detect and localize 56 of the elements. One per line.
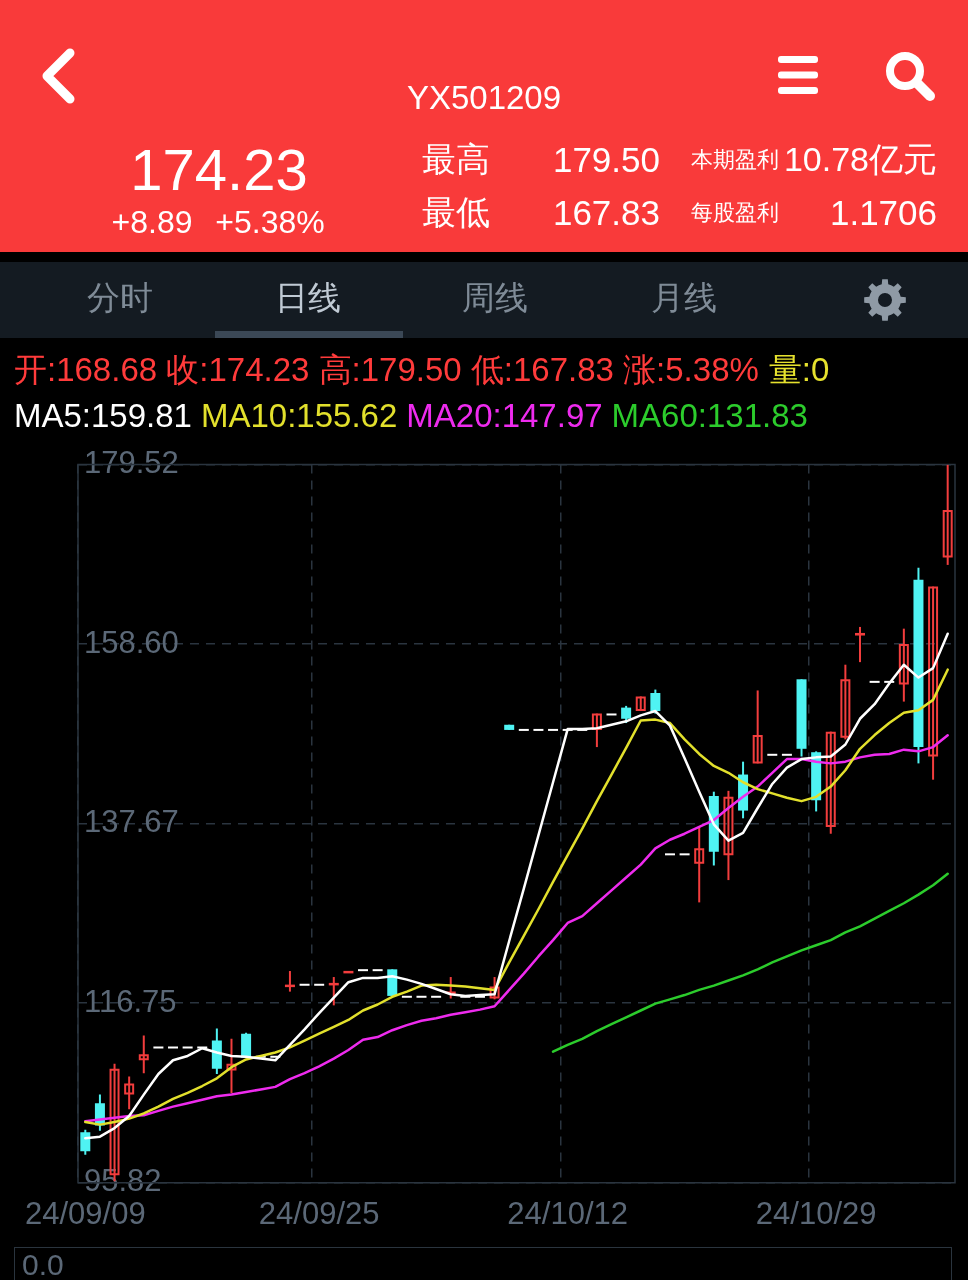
candlestick bbox=[898, 628, 909, 702]
y-tick-label: 158.60 bbox=[84, 624, 179, 660]
candlestick bbox=[928, 586, 939, 780]
text: 分时 bbox=[87, 279, 153, 317]
text: 179.50 bbox=[552, 139, 660, 181]
x-tick-label: 24/10/29 bbox=[755, 1195, 877, 1231]
candlestick bbox=[767, 753, 778, 756]
text: 10.78亿元 bbox=[783, 140, 937, 180]
candlestick bbox=[752, 690, 763, 764]
text: 167.83 bbox=[552, 192, 660, 234]
text: MA20:147.97 bbox=[406, 397, 603, 435]
text: MA5:159.81 bbox=[14, 397, 192, 435]
text: MA10:155.62 bbox=[200, 397, 398, 435]
candlestick bbox=[840, 664, 851, 740]
x-tick-label: 24/09/25 bbox=[258, 1195, 380, 1231]
candlestick bbox=[548, 728, 559, 731]
text: 0.0 bbox=[22, 1247, 64, 1280]
text: 周线 bbox=[462, 279, 528, 317]
text: 174.23 bbox=[130, 136, 308, 204]
candlestick bbox=[869, 680, 880, 683]
text: 最高 bbox=[422, 140, 490, 180]
candlestick bbox=[401, 995, 412, 998]
candlestick bbox=[299, 983, 310, 986]
text: 开:168.68 收:174.23 高:179.50 低:167.83 涨:5.38% bbox=[14, 351, 759, 389]
text: +5.38% bbox=[215, 203, 325, 241]
candlestick bbox=[694, 826, 705, 903]
text: 每股盈利 bbox=[691, 200, 779, 226]
candlestick bbox=[416, 995, 427, 998]
y-tick-label: 179.52 bbox=[84, 445, 179, 481]
chart-subtitle: YX501209 bbox=[406, 79, 562, 117]
text: 本期盈利 bbox=[691, 147, 779, 173]
candlestick bbox=[153, 1046, 164, 1049]
text: MA60:131.83 bbox=[611, 397, 808, 435]
candlestick bbox=[606, 713, 617, 716]
y-tick-label: 116.75 bbox=[84, 983, 177, 1019]
candlestick bbox=[942, 464, 953, 565]
candlestick bbox=[679, 853, 690, 856]
candlestick bbox=[168, 1046, 179, 1049]
candlestick bbox=[314, 983, 325, 986]
candlestick bbox=[372, 969, 383, 972]
x-tick-label: 24/10/12 bbox=[507, 1195, 628, 1231]
candlestick bbox=[664, 853, 675, 856]
text: +8.89 bbox=[111, 203, 193, 241]
text: 1.1706 bbox=[829, 192, 937, 234]
candlestick bbox=[474, 995, 485, 998]
text: 日线 bbox=[275, 279, 341, 317]
candlestick bbox=[518, 728, 529, 731]
candlestick bbox=[431, 995, 442, 998]
candlestick bbox=[781, 753, 792, 756]
candlestick bbox=[182, 1046, 193, 1049]
text: 最低 bbox=[422, 193, 490, 233]
candlestick bbox=[358, 969, 369, 972]
y-tick-label: 137.67 bbox=[84, 804, 179, 840]
candlestick bbox=[533, 728, 544, 731]
text: 量:0 bbox=[768, 351, 830, 389]
text: 月线 bbox=[651, 279, 717, 317]
